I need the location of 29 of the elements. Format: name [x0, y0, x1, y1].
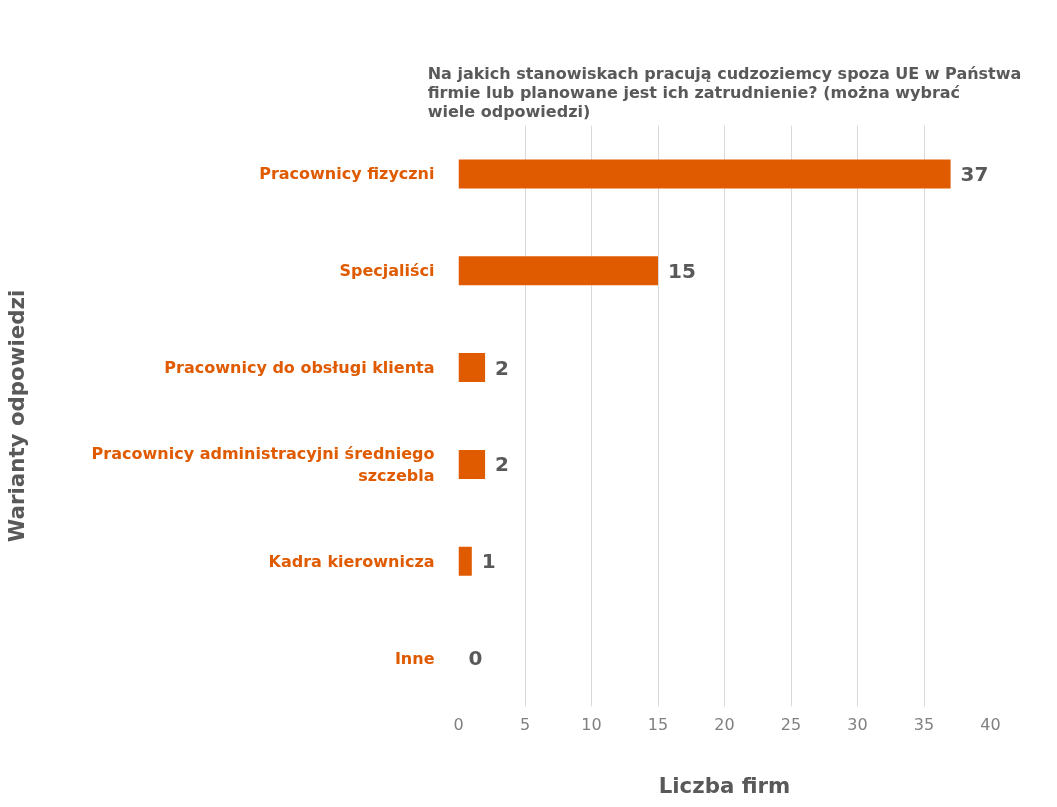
y-tick-label: Kadra kierownicza	[268, 551, 435, 571]
data-label: 0	[468, 646, 483, 671]
data-label: 2	[495, 355, 510, 380]
y-tick-label: Pracownicy fizyczni	[259, 164, 435, 184]
y-tick-label: Pracownicy do obsługi klienta	[164, 358, 435, 378]
bar	[458, 449, 486, 479]
data-label: 2	[495, 452, 510, 477]
x-tick-label: 0	[453, 714, 464, 734]
x-tick-label: 40	[980, 714, 1001, 734]
x-axis-title: Liczba firm	[658, 772, 791, 798]
y-tick-label: Inne	[394, 648, 435, 668]
y-tick-label: Pracownicy administracyjni średniego szczebla	[91, 443, 435, 486]
x-tick-label: 30	[847, 714, 868, 734]
chart-title: Na jakich stanowiskach pracują cudzoziemcy spoza UE w Państwa firmie lub planowane jest ich zatrudnienie? (można wybrać wiele odpowiedzi)	[427, 63, 1022, 121]
data-label: 15	[668, 258, 696, 283]
data-label: 1	[481, 549, 496, 574]
x-tick-label: 5	[519, 714, 531, 734]
data-label: 37	[960, 161, 989, 186]
y-tick-label: Specjaliści	[339, 261, 435, 281]
x-tick-label: 10	[581, 714, 602, 734]
x-tick-label: 20	[714, 714, 735, 734]
y-axis-title: Warianty odpowiedzi	[3, 289, 29, 543]
x-tick-label: 25	[780, 714, 802, 734]
bar	[458, 353, 486, 383]
bar	[458, 256, 658, 286]
x-tick-label: 15	[647, 714, 669, 734]
bar	[458, 159, 951, 189]
x-tick-label: 35	[913, 714, 935, 734]
bar	[458, 546, 472, 576]
